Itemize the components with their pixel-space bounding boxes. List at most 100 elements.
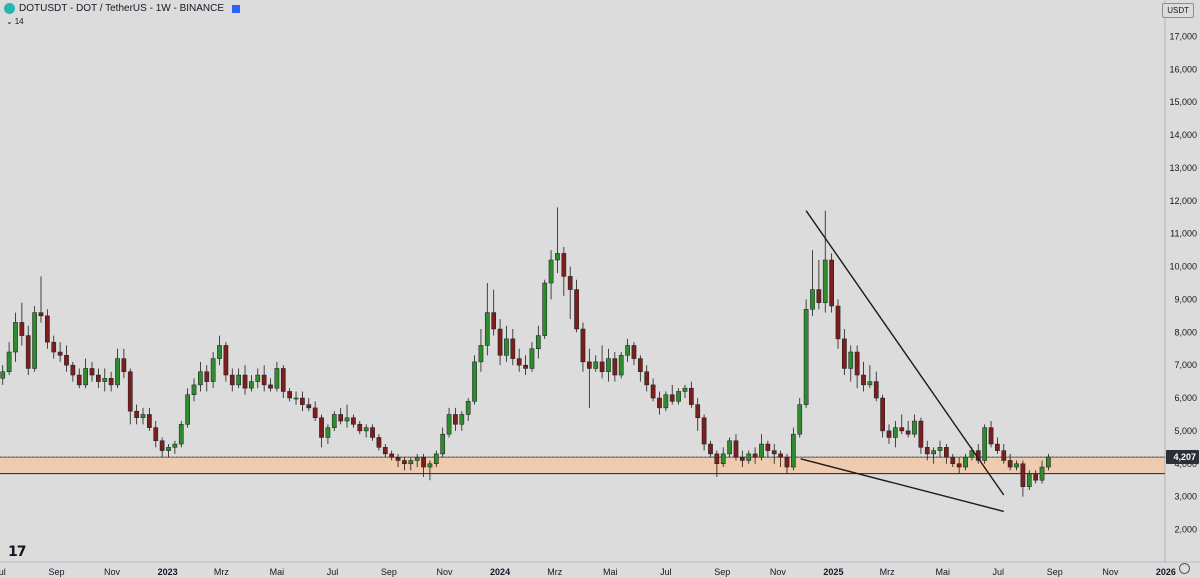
candle-body (657, 397, 662, 409)
candle-body (319, 417, 324, 438)
candle-body (625, 345, 630, 356)
candle-body (38, 312, 44, 317)
tradingview-logo-icon[interactable]: 17 (8, 544, 27, 560)
candle-body (274, 368, 280, 389)
candle-body (542, 282, 548, 336)
candle-body (816, 289, 822, 303)
candle-body (612, 358, 618, 376)
candle-body (0, 371, 6, 379)
y-tick-label: 12,000 (1169, 196, 1197, 206)
candle-body (351, 417, 356, 425)
dot-logo-icon (4, 3, 15, 14)
candle-body (293, 397, 299, 400)
candle-body (172, 443, 178, 448)
indicator-row[interactable]: ⌄ 14 (6, 17, 24, 26)
currency-selector[interactable]: USDT (1162, 3, 1194, 18)
x-tick-label: 2026 (1156, 567, 1176, 577)
x-tick-label: Sep (48, 567, 64, 577)
candle-body (465, 401, 471, 415)
symbol-title[interactable]: DOTUSDT - DOT / TetherUS - 1W - BINANCE (19, 3, 225, 14)
candle-body (312, 407, 318, 419)
candle-body (1001, 450, 1007, 461)
candle-body (555, 253, 560, 261)
y-tick-label: 2,000 (1174, 525, 1197, 535)
candle-body (586, 361, 592, 369)
y-tick-label: 9,000 (1174, 294, 1197, 304)
candle-body (529, 348, 535, 369)
candle-body (848, 351, 854, 369)
candle-body (593, 361, 599, 369)
candle-body (70, 364, 76, 376)
candle-body (574, 289, 579, 330)
gear-icon[interactable] (1179, 563, 1190, 574)
x-tick-label: Jul (660, 567, 672, 577)
candle-body (389, 453, 395, 458)
candle-body (300, 397, 305, 405)
candle-body (414, 456, 420, 461)
trend-lines-layer (800, 210, 1005, 513)
candle-body (854, 351, 860, 376)
x-tick-label: Sep (714, 567, 730, 577)
indicator-value: 14 (14, 17, 24, 26)
candle-body (217, 345, 222, 359)
candle-body (421, 456, 426, 468)
candle-body (548, 259, 554, 284)
candle-body (191, 384, 197, 395)
candle-body (223, 345, 229, 376)
candle-body (325, 427, 331, 438)
candle-body (771, 450, 777, 455)
x-tick-label: Sep (381, 567, 397, 577)
candle-body (497, 328, 503, 356)
candle-body (363, 427, 369, 432)
time-axis-bg (0, 562, 1200, 578)
candle-body (134, 410, 139, 419)
x-tick-label: Mrz (214, 567, 229, 577)
x-tick-label: Mrz (547, 567, 562, 577)
y-tick-label: 6,000 (1174, 393, 1197, 403)
flag-icon[interactable] (232, 4, 241, 13)
candle-body (535, 335, 541, 349)
candle-body (791, 433, 796, 468)
x-tick-label: Nov (770, 567, 787, 577)
candle-body (867, 381, 873, 386)
candle-body (338, 414, 344, 422)
candle-body (733, 440, 739, 458)
candle-body (64, 355, 69, 366)
candle-body (408, 460, 414, 465)
candle-body (956, 463, 962, 468)
candle-body (268, 384, 273, 389)
candle-body (478, 345, 484, 363)
candle-body (1039, 466, 1045, 481)
candle-body (950, 456, 956, 465)
last-price-tag (1166, 449, 1199, 464)
candle-body (249, 381, 254, 389)
candle-body (357, 424, 363, 432)
trend-line-upper (805, 210, 1005, 496)
x-tick-label: Nov (1102, 567, 1119, 577)
candle-body (995, 443, 1000, 451)
candle-body (102, 378, 108, 382)
candle-body (472, 361, 477, 402)
y-tick-label: 16,000 (1169, 64, 1197, 74)
candle-body (453, 414, 458, 425)
candle-body (810, 289, 815, 310)
candle-body (491, 312, 497, 330)
candle-body (714, 453, 720, 465)
candle-body (886, 430, 892, 438)
candle-body (57, 351, 63, 356)
candle-body (459, 414, 465, 425)
candle-body (663, 394, 669, 409)
candle-body (433, 453, 439, 465)
last-price-label: 4,207 (1173, 452, 1196, 462)
candle-body (669, 394, 675, 402)
candle-body (121, 358, 127, 372)
candle-body (644, 371, 650, 386)
candle-body (963, 456, 968, 468)
x-tick-label: Mai (935, 567, 950, 577)
chevron-down-icon[interactable]: ⌄ (6, 17, 13, 26)
candle-body (523, 364, 528, 369)
candle-body (96, 374, 101, 382)
candle-body (842, 338, 847, 369)
candle-body (778, 453, 783, 458)
